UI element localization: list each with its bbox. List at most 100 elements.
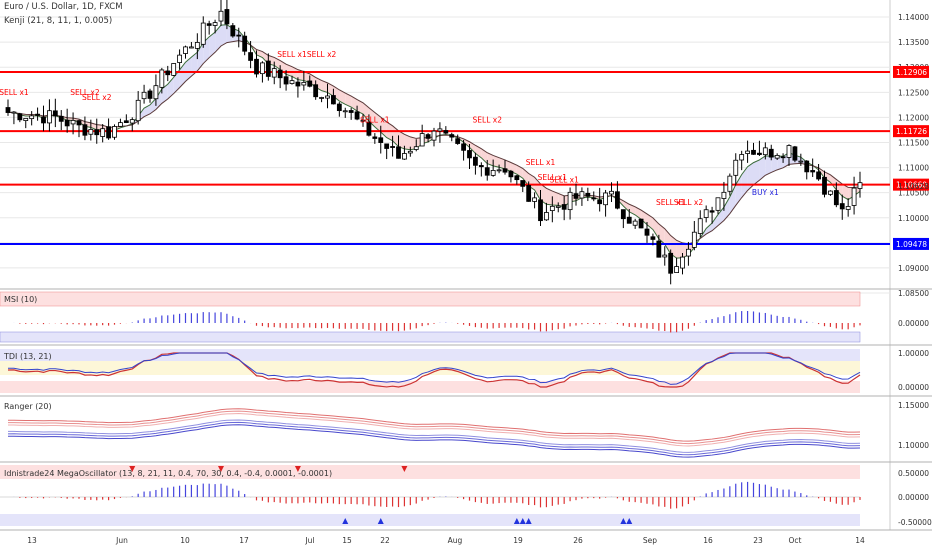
mega-tick: 0.00000 bbox=[898, 493, 929, 502]
mega-buy-marker bbox=[513, 518, 520, 524]
tdi-signal-line bbox=[7, 352, 861, 385]
candle-body bbox=[271, 68, 277, 78]
candle-body bbox=[112, 126, 117, 138]
candle-body bbox=[691, 231, 697, 248]
cloud-segment bbox=[209, 32, 216, 58]
sell-signal-label: SELL x2 bbox=[674, 198, 704, 207]
candle-body bbox=[496, 169, 502, 172]
candle-body bbox=[194, 42, 200, 49]
candle-body bbox=[650, 236, 656, 240]
cloud-segment bbox=[380, 117, 387, 138]
candle-body bbox=[384, 143, 390, 149]
candle-body bbox=[64, 119, 70, 127]
cloud-segment bbox=[351, 96, 358, 112]
candle-body bbox=[331, 95, 336, 105]
candle-body bbox=[242, 35, 248, 52]
candle-body bbox=[757, 152, 762, 155]
tdi-tick: 0.00000 bbox=[898, 383, 929, 392]
time-tick-label: 14 bbox=[855, 536, 865, 545]
cloud-segment bbox=[842, 183, 849, 200]
candles bbox=[5, 0, 863, 285]
time-tick-label: 19 bbox=[513, 536, 523, 545]
time-tick-label: 10 bbox=[180, 536, 190, 545]
time-tick-label: Jul bbox=[304, 536, 314, 545]
price-label-box bbox=[893, 65, 929, 78]
candle-body bbox=[141, 91, 147, 100]
candle-body bbox=[52, 110, 58, 117]
candle-body bbox=[348, 110, 354, 113]
price-tick-label: 1.13500 bbox=[898, 38, 929, 47]
candle-body bbox=[490, 170, 496, 176]
candle-body bbox=[106, 126, 111, 139]
price-label: 1.11726 bbox=[896, 127, 927, 136]
candle-body bbox=[597, 199, 603, 205]
candle-body bbox=[88, 129, 94, 135]
candle-body bbox=[425, 134, 431, 139]
candle-body bbox=[615, 191, 620, 209]
candle-body bbox=[715, 197, 721, 211]
candle-body bbox=[449, 134, 455, 138]
price-tick-label: 1.14000 bbox=[898, 13, 929, 22]
candle-body bbox=[218, 10, 224, 22]
candle-body bbox=[620, 209, 626, 220]
candle-body bbox=[721, 191, 727, 199]
candle-body bbox=[183, 46, 188, 54]
msi-upper-zone bbox=[0, 291, 861, 307]
sell-signal-label: SELL x1 bbox=[360, 115, 390, 124]
candle-body bbox=[313, 84, 319, 98]
cloud-segment bbox=[345, 93, 352, 108]
tdi-tick: 1.00000 bbox=[898, 349, 929, 358]
candle-body bbox=[739, 154, 745, 161]
candle-body bbox=[591, 197, 597, 200]
candle-body bbox=[484, 167, 490, 176]
candle-body bbox=[786, 145, 792, 158]
candle-body bbox=[360, 119, 366, 122]
cloud-segment bbox=[723, 196, 730, 221]
cloud-segment bbox=[303, 71, 310, 83]
candle-body bbox=[561, 204, 567, 210]
sell-signal-label: SELL x2 bbox=[82, 93, 112, 102]
candle-body bbox=[407, 150, 413, 154]
sell-signal-label: SELL x1 bbox=[538, 173, 568, 182]
candle-body bbox=[189, 46, 194, 49]
price-tick-label: 1.11000 bbox=[898, 164, 929, 173]
sell-signal-label: SELL x2 bbox=[473, 115, 503, 124]
chart-title: Euro / U.S. Dollar, 1D, FXCM bbox=[4, 2, 123, 12]
candle-body bbox=[573, 193, 579, 199]
candle-body bbox=[177, 54, 182, 63]
tdi-top-zone bbox=[0, 349, 860, 361]
cloud-segment bbox=[753, 159, 760, 185]
ranger-band bbox=[7, 424, 861, 458]
cloud-segment bbox=[759, 155, 766, 181]
candle-body bbox=[301, 82, 307, 86]
candle-body bbox=[123, 120, 129, 124]
candle-body bbox=[686, 248, 691, 257]
cloud-segment bbox=[718, 207, 724, 226]
candle-body bbox=[804, 160, 810, 173]
pane-label-msi: MSI (10) bbox=[4, 295, 38, 304]
candle-body bbox=[11, 111, 17, 114]
time-tick-label: 26 bbox=[573, 536, 583, 545]
candle-body bbox=[319, 97, 324, 99]
candle-body bbox=[265, 60, 271, 77]
candle-body bbox=[153, 85, 159, 100]
time-tick-label: 22 bbox=[380, 536, 390, 545]
candle-body bbox=[159, 69, 165, 88]
candle-body bbox=[774, 155, 780, 159]
msi-tick: 0.00000 bbox=[898, 319, 929, 328]
sell-signal-label: SELL x1 bbox=[549, 176, 579, 185]
time-tick-label: Jun bbox=[115, 536, 128, 545]
candle-body bbox=[413, 146, 419, 150]
ranger-tick: 1.10000 bbox=[898, 441, 929, 450]
cloud-segment bbox=[197, 42, 204, 71]
cloud-segment bbox=[771, 156, 778, 173]
candle-body bbox=[118, 122, 123, 127]
candle-body bbox=[354, 111, 360, 120]
price-tick-label: 1.10500 bbox=[898, 189, 929, 198]
candle-body bbox=[289, 80, 295, 84]
cloud-segment bbox=[765, 155, 772, 176]
candle-body bbox=[632, 220, 638, 226]
candle-body bbox=[171, 63, 177, 76]
tdi-mid-zone bbox=[0, 361, 860, 375]
